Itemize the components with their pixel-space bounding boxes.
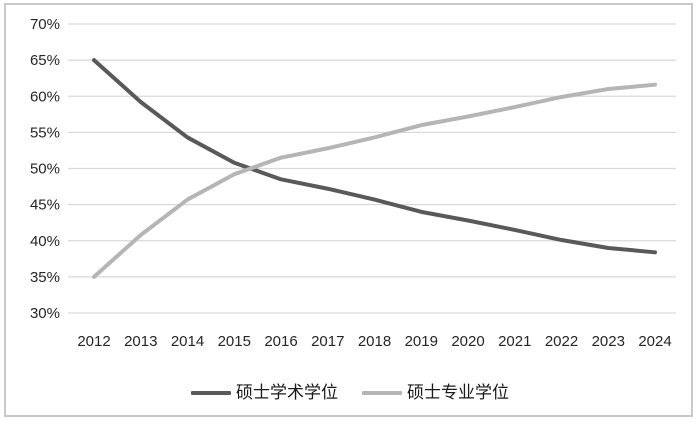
x-tick-label: 2019 xyxy=(405,333,438,350)
x-tick-label: 2021 xyxy=(498,333,531,350)
y-tick-label: 45% xyxy=(30,197,60,214)
x-tick-label: 2017 xyxy=(311,333,344,350)
y-tick-label: 35% xyxy=(30,269,60,286)
x-tick-label: 2012 xyxy=(77,333,110,350)
series-line-1 xyxy=(92,82,657,279)
legend-line-swatch-academic xyxy=(191,391,231,395)
legend-label-professional: 硕士专业学位 xyxy=(407,383,509,403)
y-tick-label: 50% xyxy=(30,161,60,178)
legend-item-academic: 硕士学术学位 xyxy=(191,381,338,405)
x-tick-label: 2013 xyxy=(124,333,157,350)
series-line-0 xyxy=(92,58,657,255)
legend-item-professional: 硕士专业学位 xyxy=(362,381,509,405)
x-tick-label: 2023 xyxy=(592,333,625,350)
x-tick-label: 2014 xyxy=(171,333,204,350)
y-tick-label: 55% xyxy=(30,124,60,141)
x-tick-label: 2022 xyxy=(545,333,578,350)
y-tick-label: 65% xyxy=(30,52,60,69)
y-tick-label: 60% xyxy=(30,88,60,105)
legend-line-swatch-professional xyxy=(362,391,402,395)
y-tick-label: 70% xyxy=(30,16,60,33)
chart-legend: 硕士学术学位 硕士专业学位 xyxy=(0,381,700,405)
y-tick-label: 30% xyxy=(30,305,60,322)
x-tick-label: 2015 xyxy=(218,333,251,350)
y-tick-label: 40% xyxy=(30,233,60,250)
x-tick-label: 2018 xyxy=(358,333,391,350)
legend-label-academic: 硕士学术学位 xyxy=(236,383,338,403)
x-tick-label: 2016 xyxy=(264,333,297,350)
x-tick-label: 2024 xyxy=(638,333,671,350)
x-tick-label: 2020 xyxy=(451,333,484,350)
